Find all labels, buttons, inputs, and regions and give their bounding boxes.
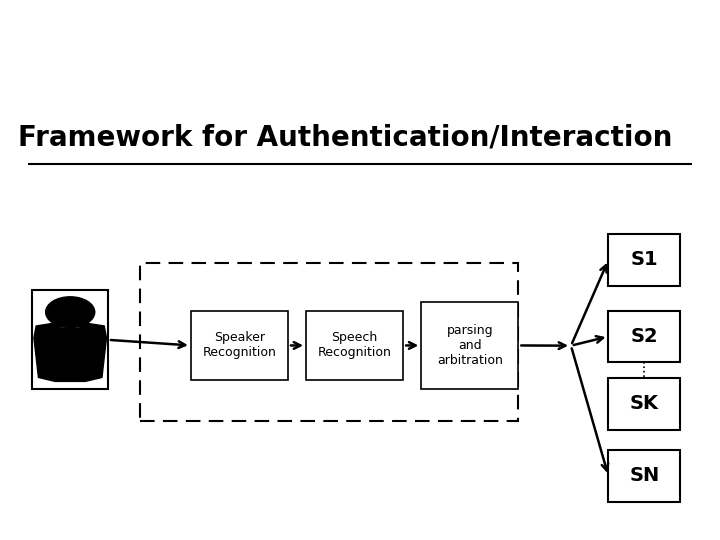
Bar bbox=[32, 291, 108, 389]
Bar bbox=[608, 234, 680, 286]
Bar bbox=[608, 450, 680, 502]
Bar bbox=[608, 310, 680, 362]
Polygon shape bbox=[34, 323, 107, 381]
Text: University at Buffalo: University at Buffalo bbox=[78, 58, 208, 68]
Text: S2: S2 bbox=[631, 327, 658, 346]
Text: UB: UB bbox=[0, 26, 62, 60]
Text: Center for Unified Biometrics and Sensors: Center for Unified Biometrics and Sensor… bbox=[78, 16, 474, 34]
Text: The State University of New York: The State University of New York bbox=[170, 58, 356, 68]
Bar bbox=[306, 310, 403, 380]
Text: parsing
and
arbitration: parsing and arbitration bbox=[437, 324, 503, 367]
Bar bbox=[191, 310, 288, 380]
Text: Framework for Authentication/Interaction: Framework for Authentication/Interaction bbox=[19, 124, 672, 151]
Bar bbox=[140, 264, 518, 421]
Text: S1: S1 bbox=[631, 251, 658, 269]
Text: SK: SK bbox=[630, 394, 659, 414]
Circle shape bbox=[45, 297, 95, 327]
Bar bbox=[608, 378, 680, 430]
Text: SN: SN bbox=[629, 467, 660, 485]
Text: Speaker
Recognition: Speaker Recognition bbox=[202, 332, 276, 360]
Bar bbox=[421, 302, 518, 389]
Text: Speech
Recognition: Speech Recognition bbox=[318, 332, 392, 360]
